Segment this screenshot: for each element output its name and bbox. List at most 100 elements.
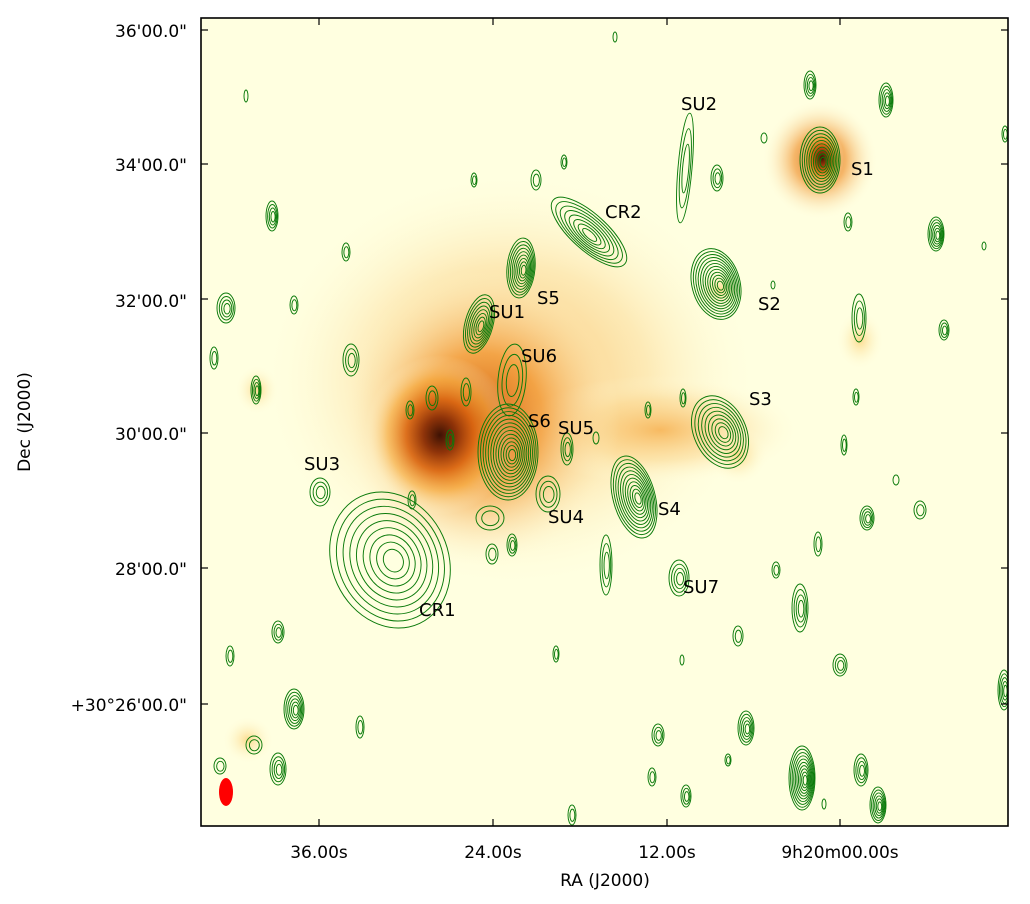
contour-east-1 [791, 583, 809, 633]
contour-level [223, 303, 231, 315]
contour-level [355, 715, 365, 739]
contour-level [497, 343, 527, 417]
contour-level [342, 343, 360, 377]
contour-level [856, 307, 864, 330]
contour-level [315, 485, 326, 500]
contour-west-7 [341, 242, 351, 262]
contour-level [487, 418, 532, 488]
contour-level [861, 508, 874, 529]
contour-level [704, 410, 739, 454]
contour-level [615, 462, 655, 532]
contour-level [532, 173, 540, 187]
contour-level [357, 720, 364, 735]
contour-level [620, 470, 652, 525]
contour-level [329, 491, 451, 629]
contour-level [810, 143, 833, 180]
contour-southwest-7 [213, 757, 227, 775]
contour-level [343, 246, 350, 259]
label-s5: S5 [537, 288, 560, 309]
contour-level [940, 322, 949, 338]
contour-level [871, 789, 886, 821]
beam-ellipse [219, 778, 233, 806]
contour-level [309, 477, 331, 507]
contour-east-3 [859, 505, 875, 531]
contour-core-5 [407, 490, 417, 510]
contour-level [503, 441, 520, 468]
contour-level [881, 89, 892, 112]
contour-su6 [497, 343, 527, 417]
contour-level [878, 82, 894, 118]
label-su7: SU7 [683, 577, 719, 598]
contour-level [651, 723, 665, 747]
contour-level [490, 422, 530, 485]
label-s3: S3 [749, 389, 772, 410]
contour-level [803, 133, 838, 188]
contour-level [845, 216, 852, 229]
contour-level [485, 543, 499, 565]
contour-southwest-2 [269, 752, 287, 786]
contour-level [916, 504, 925, 517]
contour-level [791, 583, 809, 633]
label-s2: S2 [758, 294, 781, 315]
plot-frame [200, 17, 1009, 827]
contour-west-5 [209, 346, 219, 370]
contour-level [680, 784, 692, 808]
contour-level [250, 375, 262, 405]
contour-s4 [610, 455, 658, 539]
contour-level [1001, 125, 1008, 143]
contour-level [646, 404, 651, 416]
contour-level [859, 764, 865, 777]
contour-south-4 [737, 710, 755, 746]
contour-level [467, 301, 492, 348]
contour-level [707, 268, 731, 302]
contour-north-2 [803, 70, 817, 100]
contour-level [711, 418, 734, 447]
contour-level [428, 390, 437, 407]
contour-level [508, 448, 517, 462]
contour-s5 [506, 237, 536, 299]
contour-level [883, 92, 891, 110]
contour-level [517, 257, 529, 282]
contour-south-5 [651, 723, 665, 747]
contour-level [805, 73, 816, 97]
contour-level [710, 164, 724, 192]
contour-level [837, 660, 845, 671]
contour-level [655, 730, 662, 741]
contour-level [788, 745, 816, 811]
contour-level [629, 485, 645, 512]
contour-level [460, 377, 472, 407]
contour-level [714, 277, 726, 294]
label-s4: S4 [658, 499, 681, 520]
contour-level [913, 500, 927, 520]
contour-southwest-5 [355, 715, 365, 739]
contour-level [678, 128, 692, 209]
y-tick-label-4: 34'00.0" [115, 156, 187, 176]
contour-level [564, 210, 615, 257]
contour-level [676, 572, 685, 586]
contour-level [808, 139, 835, 183]
contour-southwest-4 [225, 645, 235, 667]
contour-level [475, 505, 505, 531]
source-labels: S1 S2 S3 S4 S5 S6 SU1 SU2 SU3 SU4 SU5 SU… [304, 94, 874, 621]
contour-level [872, 792, 885, 819]
contour-level [477, 320, 485, 333]
contour-level [734, 629, 742, 643]
contour-level [554, 648, 559, 660]
contour-level [539, 480, 558, 508]
contour-level [877, 801, 883, 812]
contour-level [447, 433, 454, 447]
contour-level [349, 513, 434, 608]
x-tick-label-0: 36.00s [290, 843, 348, 863]
contour-level [1003, 128, 1008, 140]
emission-s3 [708, 425, 768, 485]
contour-level [465, 298, 494, 351]
contour-level [500, 437, 522, 471]
contour-level [369, 534, 416, 587]
emission-core [365, 355, 515, 515]
contour-level [477, 403, 539, 501]
contour-level [273, 759, 284, 780]
contour-level [673, 567, 686, 590]
contour-level [929, 219, 944, 250]
contour-level [682, 787, 691, 805]
